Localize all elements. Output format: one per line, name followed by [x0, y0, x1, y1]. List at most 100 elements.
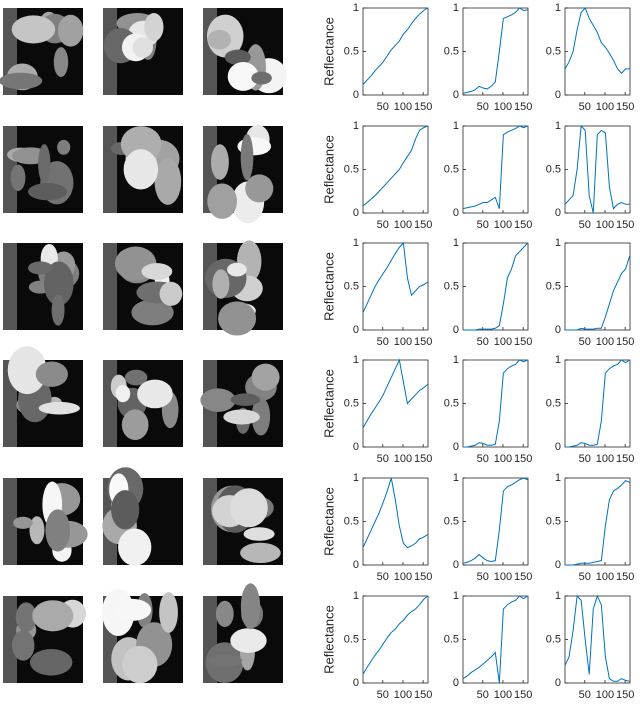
y-tick-label: 0 [353, 677, 359, 689]
y-tick-label: 0 [353, 324, 359, 336]
x-tick-label: 150 [616, 453, 634, 465]
x-tick-label: 150 [616, 571, 634, 583]
x-tick-label: 150 [414, 571, 432, 583]
y-tick-label: 1 [353, 590, 359, 602]
map-edge [103, 126, 117, 213]
map-blob [118, 528, 152, 566]
spectrum-line [565, 255, 631, 331]
map-blob [10, 164, 26, 192]
x-tick-label: 150 [514, 571, 532, 583]
y-axis-label: Reflectance [321, 605, 336, 674]
abundance-map [102, 467, 183, 566]
map-blob [159, 592, 178, 633]
x-tick-label: 50 [377, 453, 389, 465]
map-blob [132, 37, 154, 58]
x-tick-label: 150 [616, 336, 634, 348]
map-blob [141, 263, 173, 280]
map-blob [137, 379, 173, 409]
x-tick-label: 150 [414, 336, 432, 348]
x-tick-label: 100 [596, 219, 614, 231]
x-tick-label: 50 [377, 571, 389, 583]
y-tick-label: 1 [555, 354, 561, 366]
y-tick-label: 1 [453, 354, 459, 366]
x-tick-label: 150 [616, 101, 634, 113]
spectrum-line [565, 480, 630, 566]
plot-area [564, 359, 631, 448]
spectrum-line [462, 595, 528, 684]
spectrum-line [362, 125, 428, 207]
y-tick-label: 1 [453, 120, 459, 132]
y-tick-label: 1 [453, 237, 459, 249]
spectrum-line [362, 595, 428, 675]
y-axis-label: Reflectance [321, 252, 336, 321]
y-tick-label: 1 [353, 2, 359, 14]
plot-area [564, 477, 631, 566]
x-tick-label: 50 [377, 101, 389, 113]
x-tick-label: 50 [579, 689, 591, 701]
map-blob [29, 649, 73, 676]
y-tick-label: 0 [453, 559, 459, 571]
map-blob [32, 600, 74, 632]
map-blob [218, 301, 257, 336]
spectrum-line [565, 359, 630, 448]
map-blob [122, 645, 158, 684]
y-axis-label: Reflectance [321, 135, 336, 204]
map-blob [131, 299, 174, 326]
y-tick-label: 0 [453, 89, 459, 101]
plot-area [564, 242, 631, 331]
spectrum-line [463, 242, 528, 331]
y-tick-label: 0 [555, 324, 561, 336]
y-tick-label: 1 [353, 472, 359, 484]
x-tick-label: 100 [394, 219, 412, 231]
y-tick-label: 0 [555, 441, 561, 453]
x-tick-label: 100 [494, 689, 512, 701]
x-tick-label: 50 [579, 453, 591, 465]
y-tick-label: 0.5 [344, 280, 359, 292]
x-tick-label: 100 [494, 571, 512, 583]
y-tick-label: 0 [453, 677, 459, 689]
x-tick-label: 100 [596, 453, 614, 465]
y-tick-label: 0 [353, 89, 359, 101]
map-blob [28, 183, 68, 201]
map-blob [251, 363, 280, 391]
map-blob [45, 509, 71, 552]
x-tick-label: 100 [394, 336, 412, 348]
map-blob [0, 72, 43, 90]
x-tick-label: 150 [514, 336, 532, 348]
spectrum-line [362, 358, 428, 429]
map-blob [13, 516, 33, 529]
plot-area [564, 7, 631, 96]
x-tick-label: 100 [596, 101, 614, 113]
map-edge [3, 126, 17, 213]
x-tick-label: 100 [596, 336, 614, 348]
map-blob [227, 62, 259, 91]
plot-area [564, 595, 631, 684]
y-tick-label: 1 [555, 472, 561, 484]
abundance-map [103, 8, 183, 95]
map-blob [57, 139, 71, 155]
map-blob [240, 542, 281, 563]
map-blob [123, 149, 159, 190]
y-tick-label: 1 [555, 2, 561, 14]
x-tick-label: 150 [414, 219, 432, 231]
y-tick-label: 0 [453, 207, 459, 219]
y-tick-label: 0 [353, 207, 359, 219]
x-tick-label: 50 [477, 689, 489, 701]
map-blob [53, 47, 69, 78]
y-tick-label: 0 [555, 559, 561, 571]
map-blob [154, 158, 182, 205]
map-blob [7, 346, 47, 395]
abundance-map [3, 243, 83, 330]
map-blob [227, 262, 247, 277]
x-tick-label: 100 [494, 101, 512, 113]
map-blob [240, 133, 254, 181]
y-tick-label: 0.5 [546, 280, 561, 292]
x-tick-label: 50 [477, 571, 489, 583]
abundance-map [3, 126, 83, 213]
y-tick-label: 1 [453, 472, 459, 484]
x-tick-label: 50 [477, 101, 489, 113]
map-blob [229, 488, 268, 528]
y-tick-label: 0.5 [344, 515, 359, 527]
x-tick-label: 150 [414, 689, 432, 701]
